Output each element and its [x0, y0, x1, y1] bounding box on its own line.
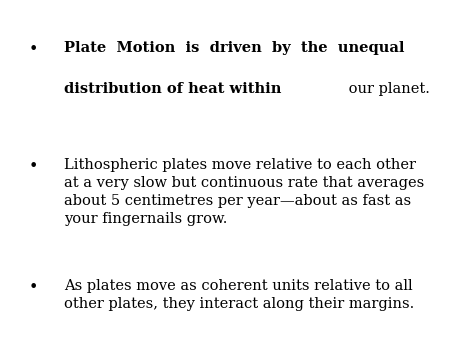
Text: •: • [28, 41, 38, 58]
Text: •: • [28, 279, 38, 296]
Text: •: • [28, 158, 38, 175]
Text: As plates move as coherent units relative to all
other plates, they interact alo: As plates move as coherent units relativ… [64, 279, 414, 311]
Text: distribution of heat within: distribution of heat within [64, 82, 282, 95]
Text: Plate  Motion  is  driven  by  the  unequal: Plate Motion is driven by the unequal [64, 41, 404, 55]
Text: Lithospheric plates move relative to each other
at a very slow but continuous ra: Lithospheric plates move relative to eac… [64, 158, 424, 225]
Text: our planet.: our planet. [345, 82, 430, 95]
